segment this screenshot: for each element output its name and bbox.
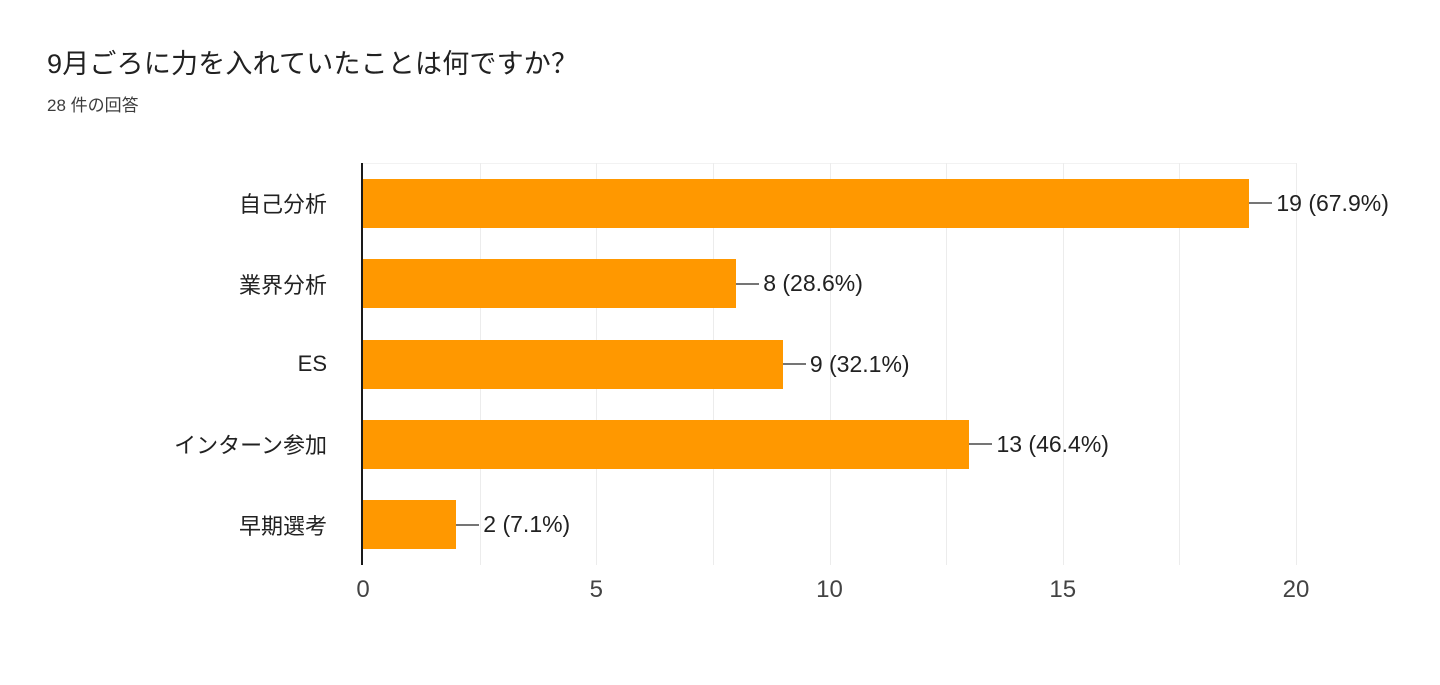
category-labels: 自己分析業界分析 ES インターン参加早期選考 (0, 163, 345, 565)
bar-row: 2 (7.1%) (363, 485, 1296, 565)
gridline (946, 163, 948, 565)
category-label: 早期選考 (238, 513, 327, 539)
value-connector-line (736, 282, 760, 285)
bar-row: 13 (46.4%) (363, 404, 1296, 484)
x-tick-label: 15 (1049, 576, 1077, 603)
bar-rows: 19 (67.9%) 8 (28.6%) 9 (32.1%) 13 (46.4%) 2 … (363, 163, 1389, 565)
x-axis-tick-labels: 0 5 10 15 20 (356, 576, 1309, 606)
x-tick-label: 10 (816, 576, 843, 603)
bar (363, 419, 970, 469)
response-count: 28 件の回答 (47, 96, 139, 115)
value-connector-line (969, 443, 993, 446)
chart-title: 9月ごろに力を入れていたことは何ですか？ (47, 49, 579, 79)
bar-chart-plot-area: 19 (67.9%) 8 (28.6%) 9 (32.1%) 13 (46.4%) 2 … (361, 163, 1389, 565)
category-label: 業界分析 (238, 272, 327, 298)
gridline (829, 163, 831, 565)
gridline (1296, 163, 1297, 565)
bar-row: 19 (67.9%) (363, 163, 1389, 243)
category-label: 自己分析 (238, 192, 327, 218)
x-tick-label: 0 (356, 576, 370, 603)
bar (363, 259, 737, 309)
gridline (1179, 163, 1181, 565)
value-label: 2 (7.1%) (483, 511, 571, 538)
value-connector-line (1249, 202, 1273, 205)
value-connector-line (456, 523, 480, 526)
x-tick-label: 5 (589, 576, 603, 603)
value-label: 13 (46.4%) (996, 430, 1109, 457)
value-label: 9 (32.1%) (809, 350, 910, 377)
gridline (1062, 163, 1064, 565)
bar (363, 500, 457, 550)
category-label: ES (297, 351, 327, 377)
value-label: 8 (28.6%) (763, 270, 863, 297)
bar-row: 8 (28.6%) (363, 243, 1296, 323)
value-connector-line (782, 363, 806, 366)
bar (363, 178, 1250, 228)
bar-row: 9 (32.1%) (363, 324, 1296, 404)
category-label: インターン参加 (174, 433, 327, 459)
value-label: 19 (67.9%) (1276, 189, 1389, 216)
bar (363, 339, 783, 389)
x-tick-label: 20 (1282, 576, 1310, 603)
y-axis-line (361, 163, 363, 565)
